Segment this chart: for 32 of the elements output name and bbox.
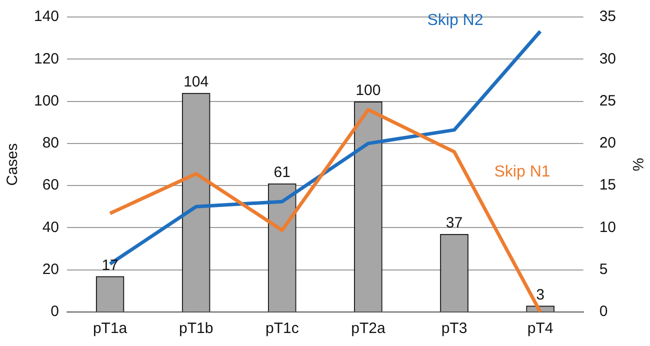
data-label: 104 [184,74,209,90]
data-label: 61 [274,164,290,182]
series-label: Skip N1 [494,163,550,180]
x-tick-label: pT2a [351,320,386,338]
y-tick-label: 20 [42,261,60,278]
x-tick-label: pT1a [92,320,128,338]
x-tick-label: pT4 [527,320,554,338]
text: Skip N2 [427,12,484,30]
y-tick-label: 120 [34,50,60,68]
data-label: 3 [536,286,544,304]
y2-tick-label: 30 [599,50,616,68]
y-tick-label: 80 [42,134,60,152]
x-tick-label: pT1b [178,320,214,338]
data-label: 37 [446,214,463,232]
y-tick-label: 60 [42,176,60,194]
y2-tick-label: 10 [599,218,616,236]
x-tick-label: pT3 [441,320,468,338]
y2-tick-label: 35 [599,8,616,26]
y-tick-label: 100 [34,92,60,110]
data-label: 17 [102,256,118,274]
x-tick-label: pT1c [265,320,300,338]
y2-tick-label: 15 [599,176,616,194]
y2-tick-label: 5 [599,261,608,278]
y-axis-title: Cases [4,143,22,186]
y-tick-label: 40 [42,218,60,236]
y-tick-label: 0 [50,303,60,320]
data-label: 100 [356,82,381,99]
y2-axis-title: % [628,158,646,172]
y2-tick-label: 0 [599,303,608,320]
y2-tick-label: 25 [599,92,616,110]
y-tick-label: 140 [34,8,60,26]
y2-tick-label: 20 [599,134,616,152]
